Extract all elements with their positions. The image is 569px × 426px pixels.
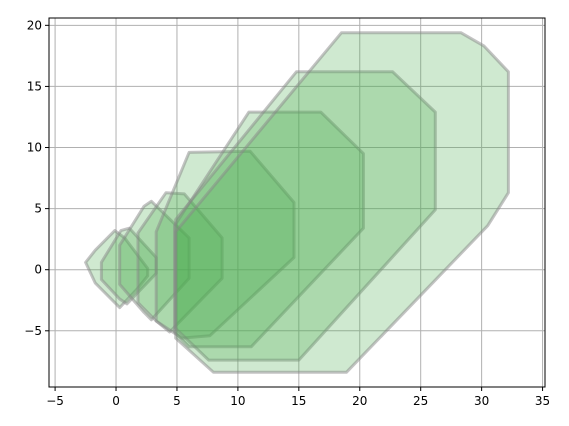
- x-tick-label: 20: [352, 394, 367, 408]
- y-tick-label: 20: [27, 18, 42, 32]
- polygon-1: [84, 229, 150, 310]
- polygon-8: [174, 31, 510, 374]
- x-tick-label: 35: [535, 394, 550, 408]
- y-tick-label: 5: [34, 202, 42, 216]
- y-tick-label: −5: [24, 324, 42, 338]
- x-tick-label: −5: [46, 394, 64, 408]
- x-tick-label: 5: [173, 394, 181, 408]
- y-tick-label: 15: [27, 79, 42, 93]
- polygon-7: [174, 70, 437, 362]
- axes-frame: [48, 17, 546, 388]
- y-tick-label: 10: [27, 141, 42, 155]
- polygon-6: [173, 110, 365, 349]
- x-tick-label: 25: [413, 394, 428, 408]
- plot-area-background: [49, 18, 545, 387]
- y-tick-label: 0: [34, 263, 42, 277]
- x-tick-label: 30: [474, 394, 489, 408]
- x-tick-label: 15: [291, 394, 306, 408]
- grid: [49, 18, 545, 387]
- polygon-5: [154, 149, 296, 340]
- x-tick-label: 10: [230, 394, 245, 408]
- polygon-series: [84, 31, 510, 374]
- x-tick-label: 0: [112, 394, 120, 408]
- ticks: −5 0 5 10 15 20 25 30 35 −5 0 5 10 15 20: [24, 18, 550, 408]
